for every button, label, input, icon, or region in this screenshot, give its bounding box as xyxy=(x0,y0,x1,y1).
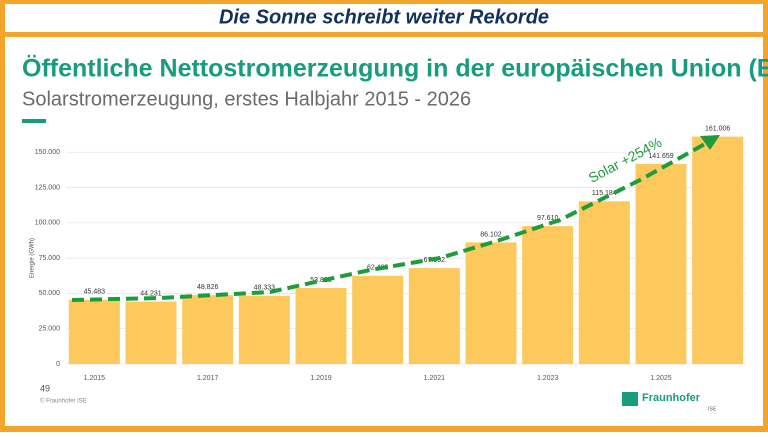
y-tick-label: 150.000 xyxy=(35,149,60,156)
trend-arrow xyxy=(71,138,713,302)
plot: 0 25.000 50.000 75.000 100.000 125.000 150.000… xyxy=(35,125,746,382)
banner: Die Sonne schreibt weiter Rekorde xyxy=(219,6,549,28)
page-number: 49 xyxy=(40,383,50,393)
bar xyxy=(465,242,517,364)
y-axis-label: Energie (GWh) xyxy=(30,238,36,278)
value-label: 48.333 xyxy=(254,285,276,292)
value-label: 44.231 xyxy=(140,290,162,297)
y-tick-label: 0 xyxy=(56,361,60,368)
value-label: 48.826 xyxy=(197,284,219,291)
subtitle: Solarstromerzeugung, erstes Halbjahr 201… xyxy=(22,88,471,110)
bar xyxy=(182,295,234,364)
bar xyxy=(635,163,687,364)
logo: Fraunhofer xyxy=(642,392,701,404)
x-tick-label: 1.2019 xyxy=(310,375,332,382)
bar xyxy=(352,275,404,364)
value-label: 97.610 xyxy=(537,215,559,222)
x-tick-label: 1.2021 xyxy=(424,375,446,382)
bar xyxy=(408,268,460,364)
banner-bg xyxy=(5,4,763,32)
y-tick-label: 125.000 xyxy=(35,184,60,191)
value-label: 53.825 xyxy=(310,277,332,284)
bar xyxy=(692,136,744,364)
x-tick-label: 1.2025 xyxy=(650,375,672,382)
bar xyxy=(125,301,177,364)
bar xyxy=(295,287,347,364)
y-tick-label: 75.000 xyxy=(39,255,61,262)
logo-sub: ISE xyxy=(708,406,717,412)
bar xyxy=(578,201,630,364)
value-label: 161.006 xyxy=(705,125,730,132)
bar xyxy=(522,226,574,364)
x-tick-label: 1.2017 xyxy=(197,375,219,382)
x-tick-label: 1.2015 xyxy=(84,375,106,382)
value-label: 115.184 xyxy=(592,190,617,197)
x-tick-label: 1.2023 xyxy=(537,375,559,382)
y-tick-label: 50.000 xyxy=(39,290,61,297)
logo-mark xyxy=(622,392,638,406)
arrow-head xyxy=(700,135,720,150)
value-label: 86.102 xyxy=(480,231,502,238)
bar xyxy=(68,299,120,364)
copyright: © Fraunhofer ISE xyxy=(40,398,87,405)
value-label: 45.483 xyxy=(84,289,106,296)
y-tick-label: 100.000 xyxy=(35,220,60,227)
title: Öffentliche Nettostromerzeugung in der e… xyxy=(22,54,768,83)
accent xyxy=(22,119,46,123)
bar xyxy=(238,295,290,364)
value-label: 141.659 xyxy=(648,153,673,160)
y-tick-label: 25.000 xyxy=(39,326,61,333)
